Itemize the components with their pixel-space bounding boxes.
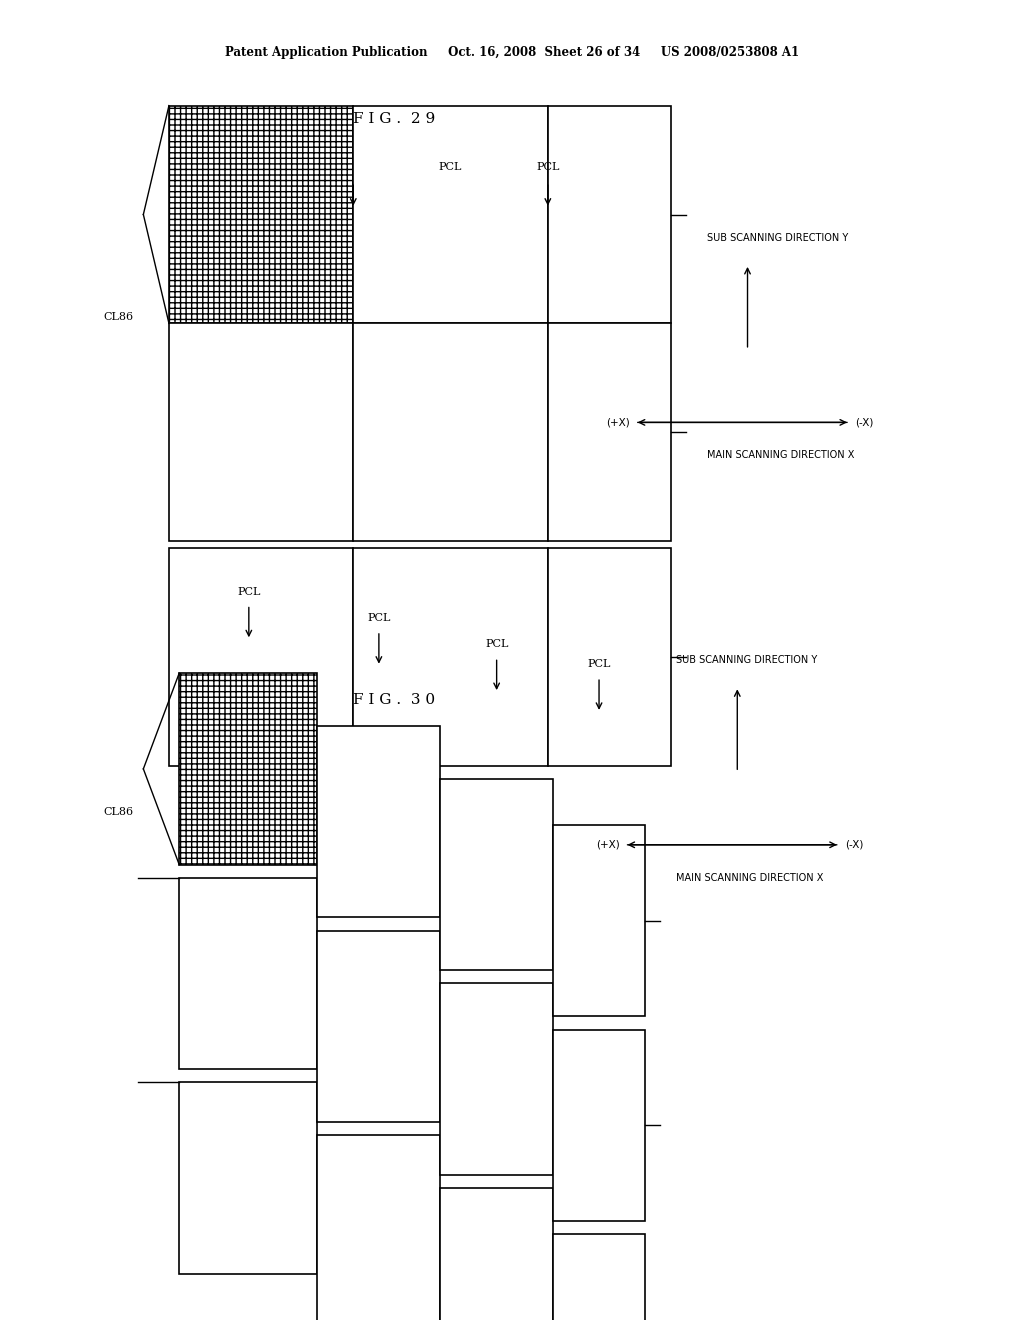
Text: F I G .  2 9: F I G . 2 9	[353, 112, 435, 125]
Text: PCL: PCL	[368, 612, 390, 623]
Text: PCL: PCL	[588, 659, 610, 669]
Text: (-X): (-X)	[855, 417, 873, 428]
Bar	[440, 1188, 553, 1320]
Bar	[169, 548, 353, 766]
Text: PCL: PCL	[238, 586, 260, 597]
Bar	[317, 726, 440, 917]
Text: PCL: PCL	[537, 161, 559, 172]
Text: MAIN SCANNING DIRECTION X: MAIN SCANNING DIRECTION X	[707, 450, 854, 461]
Text: (-X): (-X)	[845, 840, 863, 850]
Bar	[440, 983, 553, 1175]
Text: PCL: PCL	[485, 639, 508, 649]
Text: CL86: CL86	[103, 312, 133, 322]
Bar	[553, 1234, 645, 1320]
Bar	[353, 106, 548, 323]
Bar	[179, 878, 317, 1069]
Bar	[553, 1030, 645, 1221]
Bar	[548, 548, 671, 766]
Bar	[440, 779, 553, 970]
Bar	[548, 323, 671, 541]
Text: CL86: CL86	[103, 807, 133, 817]
Bar	[179, 1082, 317, 1274]
Text: Patent Application Publication     Oct. 16, 2008  Sheet 26 of 34     US 2008/025: Patent Application Publication Oct. 16, …	[225, 46, 799, 59]
Text: F I G .  3 0: F I G . 3 0	[353, 693, 435, 706]
Text: (+X): (+X)	[596, 840, 620, 850]
Bar	[169, 323, 353, 541]
Bar	[169, 106, 353, 323]
Bar	[317, 931, 440, 1122]
Text: PCL: PCL	[439, 161, 462, 172]
Text: SUB SCANNING DIRECTION Y: SUB SCANNING DIRECTION Y	[676, 655, 817, 665]
Bar	[317, 1135, 440, 1320]
Text: MAIN SCANNING DIRECTION X: MAIN SCANNING DIRECTION X	[676, 873, 823, 883]
Text: SUB SCANNING DIRECTION Y: SUB SCANNING DIRECTION Y	[707, 232, 848, 243]
Bar	[179, 673, 317, 865]
Bar	[548, 106, 671, 323]
Bar	[353, 323, 548, 541]
Bar	[353, 548, 548, 766]
Text: (+X): (+X)	[606, 417, 630, 428]
Bar	[553, 825, 645, 1016]
